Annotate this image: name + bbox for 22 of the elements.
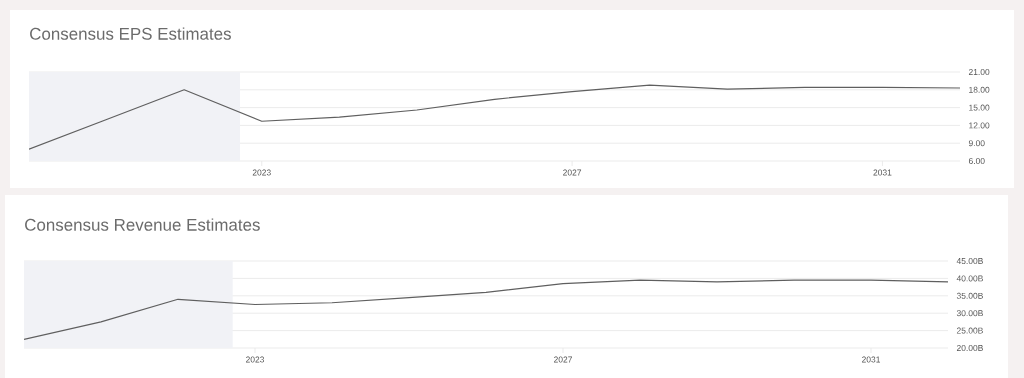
x-tick-label: 2027 — [554, 356, 572, 363]
y-tick-label: 12.00 — [969, 122, 990, 129]
line-series — [29, 84, 961, 150]
y-tick-label: 6.00 — [968, 158, 985, 164]
y-tick-label: 18.00 — [969, 86, 990, 93]
y-tick-label: 25.00B — [956, 327, 983, 334]
x-tick-label: 2031 — [873, 169, 892, 176]
y-tick-label: 30.00B — [956, 310, 983, 317]
y-tick-label: 9.00 — [968, 140, 985, 147]
y-tick-label: 15.00 — [969, 104, 990, 111]
chart-title: Consensus Revenue Estimates — [25, 218, 260, 231]
chart-title: Consensus EPS Estimates — [30, 27, 231, 40]
x-tick-label: 2031 — [862, 356, 881, 363]
y-tick-label: 20.00B — [956, 345, 983, 351]
line-series — [24, 279, 949, 340]
y-tick-label: 35.00B — [956, 292, 983, 299]
y-tick-label: 40.00B — [956, 275, 983, 282]
x-tick-label: 2027 — [563, 169, 582, 176]
x-tick-label: 2023 — [246, 356, 265, 363]
y-tick-label: 45.00B — [956, 258, 983, 264]
y-tick-label: 21.00 — [968, 69, 990, 75]
x-tick-label: 2023 — [252, 169, 271, 176]
